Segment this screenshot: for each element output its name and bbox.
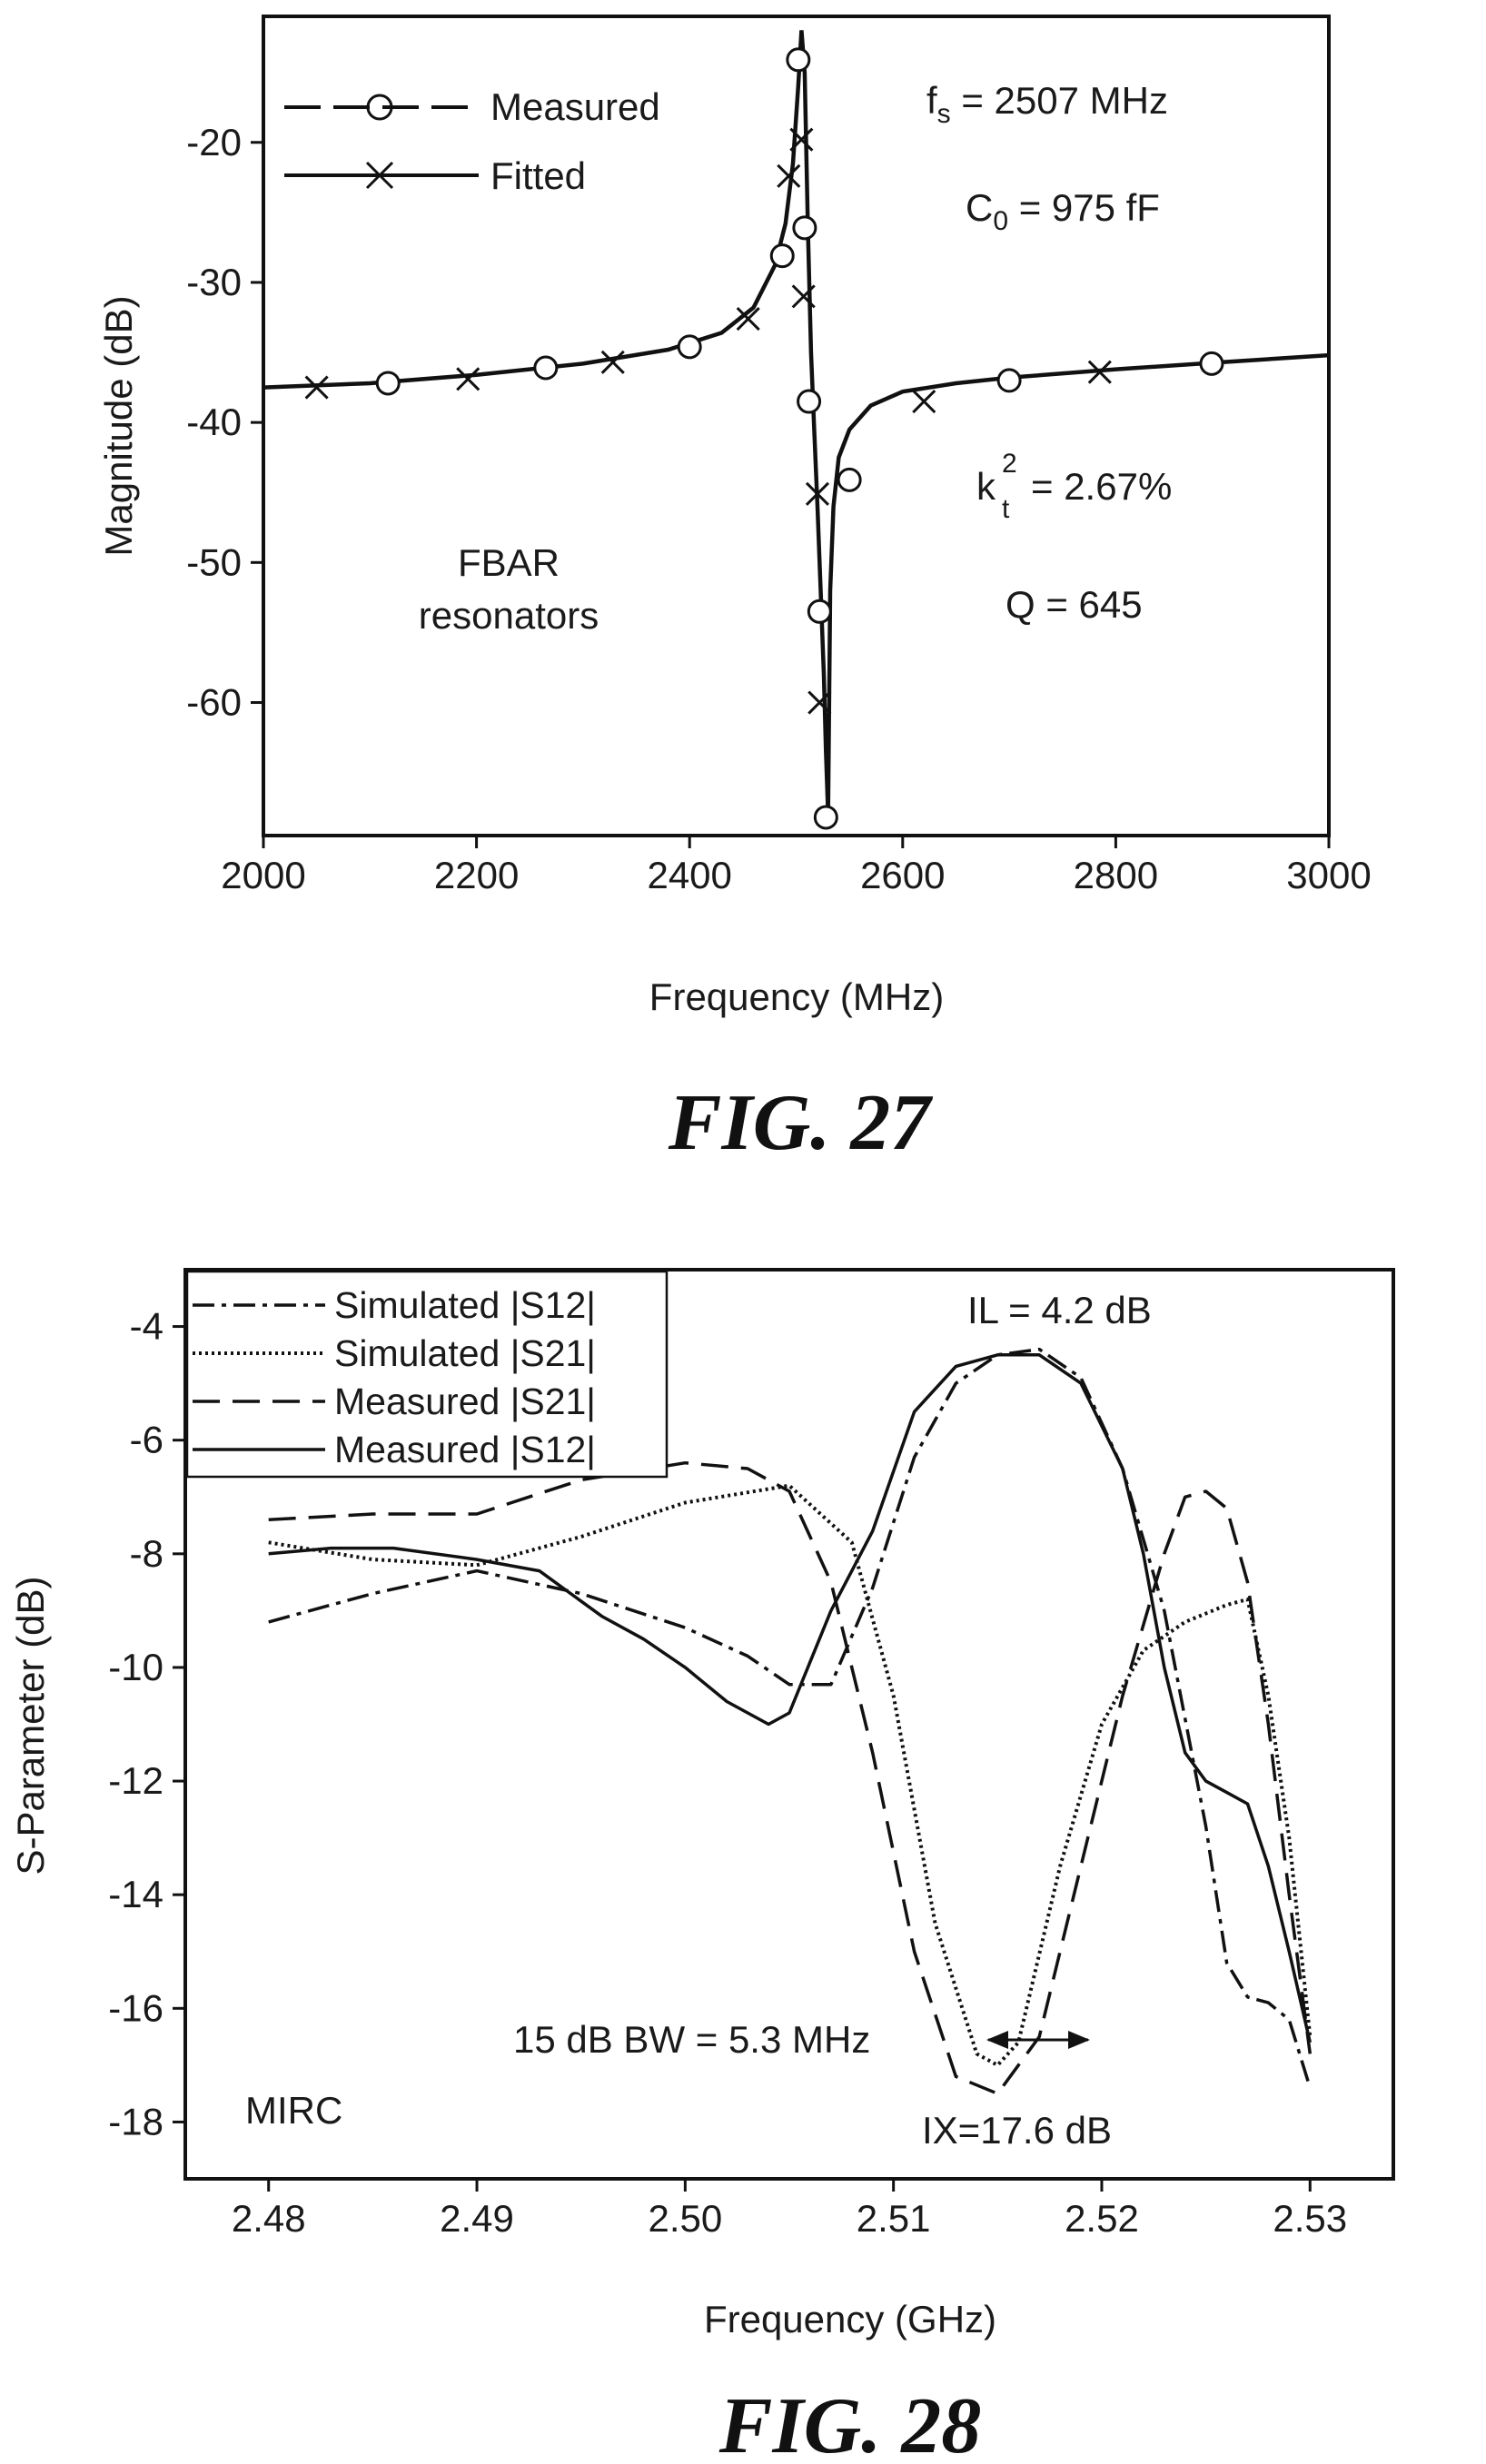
- fig27-y-axis-label: Magnitude (dB): [97, 295, 140, 556]
- fitted-point: [807, 690, 832, 715]
- series-meas-s12-line: [268, 1353, 1313, 2043]
- y-tick-label: -12: [108, 1759, 163, 1802]
- measured-point: [677, 334, 702, 360]
- x-tick-label: 2800: [1074, 854, 1158, 896]
- fig28-legend: Simulated |S12| Simulated |S21| Measured…: [185, 1270, 669, 1479]
- series-measured-line: [263, 30, 1329, 815]
- y-tick-label: -10: [108, 1646, 163, 1688]
- fig27-plot-frame: [262, 15, 1331, 837]
- fig28-y-axis-label: S-Parameter (dB): [9, 1576, 52, 1875]
- y-tick-label: -30: [186, 261, 242, 303]
- x-tick-label: 2600: [860, 854, 945, 896]
- measured-point: [792, 215, 817, 241]
- legend-fitted-x-icon: [365, 161, 394, 190]
- legend-measured-label: Measured: [490, 85, 660, 128]
- measured-point: [813, 805, 838, 830]
- fitted-point: [304, 375, 329, 400]
- x-tick-label: 2400: [647, 854, 731, 896]
- x-tick-label: 2.48: [232, 2197, 306, 2240]
- x-tick-label: 2000: [221, 854, 305, 896]
- measured-point: [797, 389, 822, 414]
- measured-point: [769, 243, 795, 269]
- x-tick-label: 2.49: [440, 2197, 514, 2240]
- fig27-marker-layer: [304, 47, 1224, 830]
- fitted-point: [736, 306, 760, 332]
- legend-measured-circle-icon: [366, 94, 393, 121]
- y-tick-label: -8: [130, 1532, 163, 1575]
- y-tick-label: -20: [186, 121, 242, 163]
- bw-double-arrow: [986, 2031, 1090, 2049]
- fitted-point: [789, 127, 814, 152]
- fitted-point: [1087, 360, 1112, 384]
- fig27-series-layer: [263, 30, 1329, 815]
- legend-sim-s12-label: Simulated |S12|: [334, 1284, 596, 1326]
- series-sim-s12-line: [268, 1347, 1312, 2089]
- y-tick-label: -60: [186, 681, 242, 724]
- fig27-x-axis-label: Frequency (MHz): [649, 975, 944, 1018]
- c0-annotation: C0 = 975 fF: [966, 186, 1160, 236]
- x-tick-label: 2.50: [648, 2197, 722, 2240]
- il-annotation: IL = 4.2 dB: [967, 1289, 1152, 1331]
- y-tick-label: -6: [130, 1419, 163, 1461]
- x-tick-label: 3000: [1286, 854, 1371, 896]
- fbar-label-line2: resonators: [419, 594, 599, 637]
- kt-annotation-value: = 2.67%: [1031, 465, 1172, 508]
- fig28-x-axis-label: Frequency (GHz): [704, 2298, 996, 2340]
- fig28-caption: FIG. 28: [718, 2382, 982, 2464]
- fitted-point: [791, 284, 816, 309]
- fbar-label-line1: FBAR: [458, 541, 560, 584]
- measured-point: [996, 368, 1022, 393]
- measured-point: [533, 355, 559, 381]
- x-tick-label: 2200: [434, 854, 519, 896]
- kt-annotation-sub: t: [1002, 494, 1010, 524]
- fs-annotation: fs = 2507 MHz: [926, 79, 1168, 129]
- y-tick-label: -14: [108, 1873, 163, 1915]
- y-tick-label: -40: [186, 401, 242, 443]
- bw-annotation: 15 dB BW = 5.3 MHz: [513, 2018, 870, 2061]
- measured-point: [1199, 351, 1224, 376]
- fitted-point: [600, 350, 625, 374]
- y-tick-label: -16: [108, 1986, 163, 2029]
- y-tick-label: -50: [186, 540, 242, 583]
- fitted-point: [805, 481, 830, 506]
- fig28-series-layer: [268, 1347, 1313, 2095]
- y-tick-label: -18: [108, 2100, 163, 2142]
- series-meas-s21-line: [268, 1460, 1313, 2095]
- fig27-axes: 2000 2200 2400 2600 2800 3000 -20 -30 -40 -50 -60: [186, 121, 1371, 896]
- x-tick-label: 2.53: [1273, 2197, 1347, 2240]
- ix-annotation: IX=17.6 dB: [922, 2109, 1112, 2152]
- fig27-caption: FIG. 27: [668, 1079, 933, 1167]
- fitted-point: [777, 163, 801, 188]
- x-tick-label: 2.52: [1065, 2197, 1139, 2240]
- fitted-point: [456, 367, 480, 391]
- fig28-plot-frame: [183, 1268, 1395, 2181]
- y-tick-label: -4: [130, 1305, 163, 1348]
- q-annotation: Q = 645: [1006, 583, 1143, 626]
- legend-fitted-label: Fitted: [490, 154, 586, 197]
- measured-point: [837, 467, 862, 492]
- measured-point: [375, 371, 401, 396]
- series-fitted-line: [263, 30, 1329, 815]
- legend-meas-s21-label: Measured |S21|: [334, 1380, 596, 1422]
- x-tick-label: 2.51: [857, 2197, 931, 2240]
- fitted-point: [912, 389, 936, 414]
- fig28-chart: 2.48 2.49 2.50 2.51 2.52 2.53 -4 -6 -8 -10 -12 -14 -…: [9, 1268, 1395, 2340]
- measured-point: [807, 599, 832, 624]
- fig28-axes: 2.48 2.49 2.50 2.51 2.52 2.53 -4 -6 -8 -10 -12 -14 -…: [108, 1305, 1347, 2240]
- legend-meas-s12-label: Measured |S12|: [334, 1429, 596, 1470]
- fig27-chart: 2000 2200 2400 2600 2800 3000-20-30-40-50-60 …: [97, 15, 1372, 1018]
- legend-sim-s21-label: Simulated |S21|: [334, 1332, 596, 1374]
- fig27-legend: Measured Fitted: [284, 85, 660, 197]
- mirc-label: MIRC: [245, 2089, 342, 2132]
- kt-annotation-base: k: [976, 465, 996, 508]
- kt-annotation-sup: 2: [1002, 449, 1017, 479]
- measured-point: [786, 47, 811, 73]
